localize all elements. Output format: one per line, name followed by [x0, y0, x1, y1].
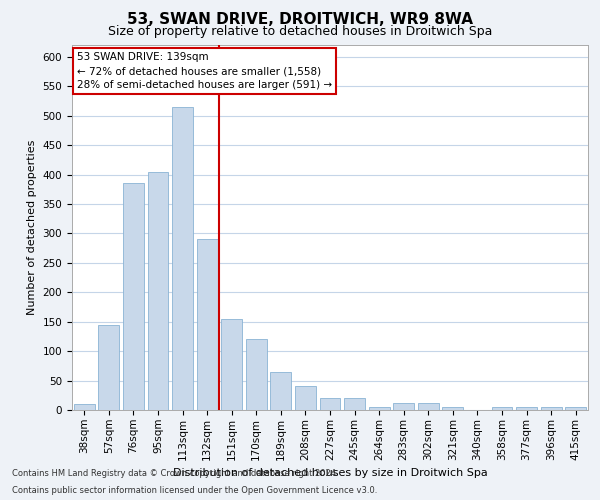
Bar: [442, 407, 463, 410]
Text: Contains HM Land Registry data © Crown copyright and database right 2024.: Contains HM Land Registry data © Crown c…: [12, 468, 338, 477]
Y-axis label: Number of detached properties: Number of detached properties: [27, 140, 37, 315]
Bar: [98, 324, 119, 410]
Bar: [74, 404, 95, 410]
Bar: [393, 403, 414, 410]
Bar: [221, 319, 242, 410]
Bar: [320, 398, 340, 410]
Bar: [516, 407, 537, 410]
Text: Contains public sector information licensed under the Open Government Licence v3: Contains public sector information licen…: [12, 486, 377, 495]
Bar: [491, 407, 512, 410]
Bar: [565, 407, 586, 410]
Bar: [246, 340, 267, 410]
Bar: [197, 240, 218, 410]
Bar: [344, 398, 365, 410]
Bar: [418, 403, 439, 410]
Bar: [295, 386, 316, 410]
Bar: [368, 407, 389, 410]
Text: 53, SWAN DRIVE, DROITWICH, WR9 8WA: 53, SWAN DRIVE, DROITWICH, WR9 8WA: [127, 12, 473, 28]
Bar: [123, 184, 144, 410]
Bar: [148, 172, 169, 410]
Bar: [172, 107, 193, 410]
Bar: [271, 372, 292, 410]
Text: Size of property relative to detached houses in Droitwich Spa: Size of property relative to detached ho…: [108, 25, 492, 38]
Bar: [541, 407, 562, 410]
Text: 53 SWAN DRIVE: 139sqm
← 72% of detached houses are smaller (1,558)
28% of semi-d: 53 SWAN DRIVE: 139sqm ← 72% of detached …: [77, 52, 332, 90]
X-axis label: Distribution of detached houses by size in Droitwich Spa: Distribution of detached houses by size …: [173, 468, 487, 478]
